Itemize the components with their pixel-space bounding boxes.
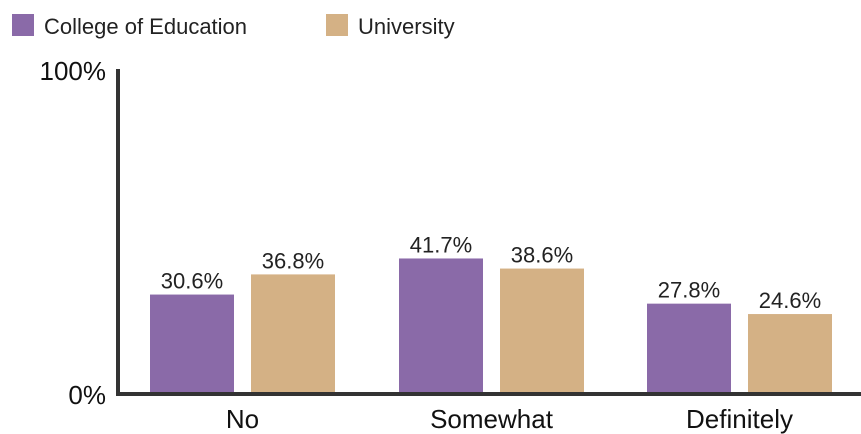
category-labels-group: No Somewhat Definitely xyxy=(226,404,793,434)
value-label-definitely-university: 24.6% xyxy=(759,288,821,313)
legend-swatch-college-of-education xyxy=(12,14,34,36)
value-labels-group: 30.6% 36.8% 41.7% 38.6% 27.8% 24.6% xyxy=(161,232,821,313)
x-tick-label-no: No xyxy=(226,404,259,434)
value-label-definitely-college-of-education: 27.8% xyxy=(658,278,720,303)
legend-label-university: University xyxy=(358,14,455,39)
legend: College of Education University xyxy=(12,14,455,39)
legend-swatch-university xyxy=(326,14,348,36)
bar-no-university xyxy=(251,274,335,394)
bar-somewhat-college-of-education xyxy=(399,258,483,394)
bar-somewhat-university xyxy=(500,268,584,394)
y-tick-label-max: 100% xyxy=(40,56,107,86)
bar-no-college-of-education xyxy=(150,294,234,394)
legend-label-college-of-education: College of Education xyxy=(44,14,247,39)
value-label-somewhat-college-of-education: 41.7% xyxy=(410,232,472,257)
x-tick-label-somewhat: Somewhat xyxy=(430,404,554,434)
x-tick-label-definitely: Definitely xyxy=(686,404,793,434)
bars-group xyxy=(150,258,832,394)
bar-definitely-college-of-education xyxy=(647,303,731,394)
y-tick-label-min: 0% xyxy=(68,380,106,410)
value-label-no-college-of-education: 30.6% xyxy=(161,269,223,294)
value-label-no-university: 36.8% xyxy=(262,248,324,273)
bar-definitely-university xyxy=(748,314,832,394)
value-label-somewhat-university: 38.6% xyxy=(511,243,573,268)
